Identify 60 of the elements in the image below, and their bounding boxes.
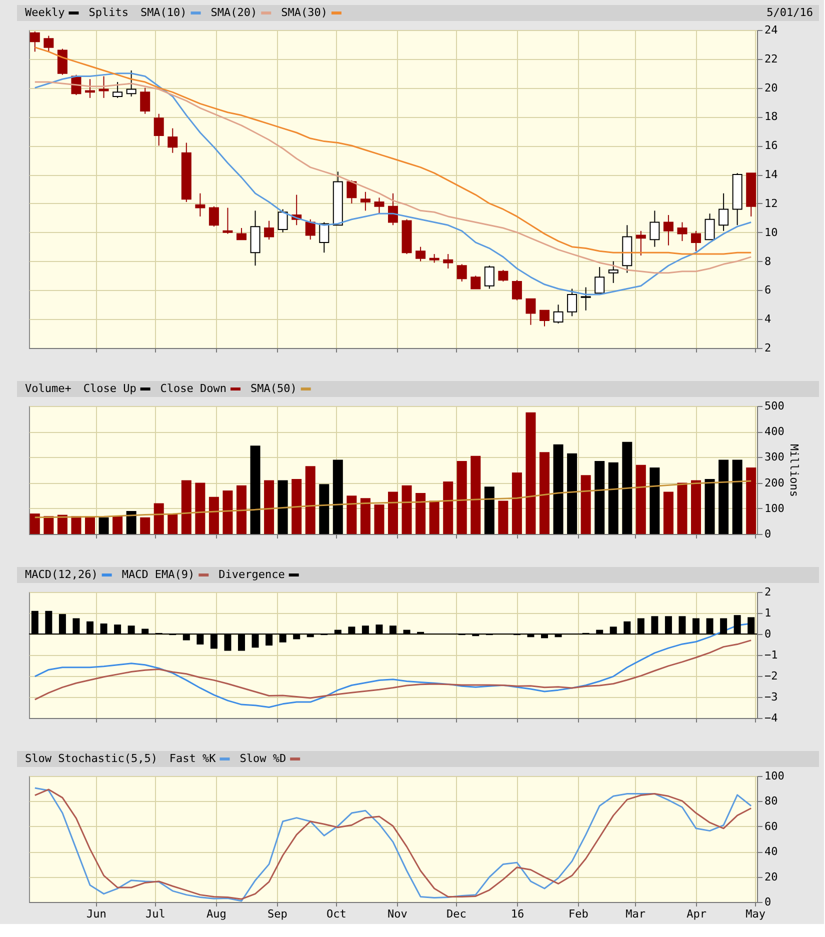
y-tick-label: 40: [764, 845, 778, 858]
legend-label: SMA(10): [140, 6, 187, 19]
y-tick-label: −4: [764, 712, 778, 724]
y-tick-label: 6: [764, 284, 772, 297]
x-tick-label: Mar: [626, 908, 646, 920]
legend-label: Close Up: [83, 382, 136, 395]
y-tick-label: 12: [764, 196, 778, 210]
legend-label: SMA(30): [281, 6, 328, 19]
y-tick-label: −1: [764, 648, 778, 662]
y-tick-label: 1: [764, 606, 772, 620]
y-tick-label: 100: [764, 770, 784, 782]
y-tick-label: 300: [764, 450, 784, 464]
legend-label: Close Down: [160, 382, 227, 395]
legend-title: Volume+: [25, 382, 72, 395]
y-tick-label: 18: [764, 110, 778, 124]
y-tick-label: 10: [764, 226, 778, 239]
legend-title: Slow Stochastic(5,5): [25, 752, 158, 765]
y-tick-label: 200: [764, 476, 784, 490]
legend-label: MACD EMA(9): [122, 568, 195, 581]
x-tick-label: Jul: [145, 908, 166, 920]
y-tick-label: 500: [764, 400, 784, 412]
text: Splits: [88, 6, 128, 19]
y-tick-label: 4: [764, 312, 772, 326]
legend-label: SMA(50): [250, 382, 297, 395]
y-tick-label: 100: [764, 502, 784, 515]
y-tick-label: 20: [764, 870, 778, 884]
x-tick-label: Nov: [388, 908, 408, 920]
text: 5/01/16: [766, 6, 813, 19]
y-tick-label: −2: [764, 670, 778, 682]
legend-label: MACD(12,26): [25, 568, 98, 581]
y-tick-label: −3: [764, 690, 778, 704]
legend-label: Divergence: [218, 568, 285, 581]
x-tick-label: Feb: [568, 908, 588, 920]
x-tick-label: Sep: [267, 908, 288, 920]
y-tick-label: 14: [764, 168, 778, 182]
x-tick-label: Oct: [326, 908, 346, 920]
x-tick-label: May: [746, 908, 766, 920]
x-tick-label: 16: [510, 908, 524, 920]
x-tick-label: Dec: [446, 908, 466, 920]
legend-label: Fast %K: [169, 752, 216, 765]
y-tick-label: 8: [764, 254, 772, 268]
y-tick-label: 0: [764, 528, 772, 540]
y-tick-label: 80: [764, 794, 778, 808]
y-axis-title: Millions: [787, 444, 800, 497]
y-tick-label: 20: [764, 81, 778, 94]
y-tick-label: 2: [764, 586, 772, 598]
legend-label: SMA(20): [210, 6, 258, 19]
y-tick-label: 60: [764, 820, 778, 833]
legend-label: Slow %D: [240, 752, 286, 765]
y-tick-label: 2: [764, 342, 772, 354]
y-tick-label: 22: [764, 52, 778, 66]
legend-label: Weekly: [25, 6, 66, 19]
x-tick-label: Jun: [86, 908, 106, 920]
y-tick-label: 24: [764, 24, 778, 36]
y-tick-label: 0: [764, 896, 772, 908]
x-tick-label: Aug: [206, 908, 226, 920]
x-tick-label: Apr: [686, 908, 707, 920]
y-tick-label: 0: [764, 628, 772, 640]
y-tick-label: 400: [764, 425, 784, 438]
y-tick-label: 16: [764, 139, 778, 152]
